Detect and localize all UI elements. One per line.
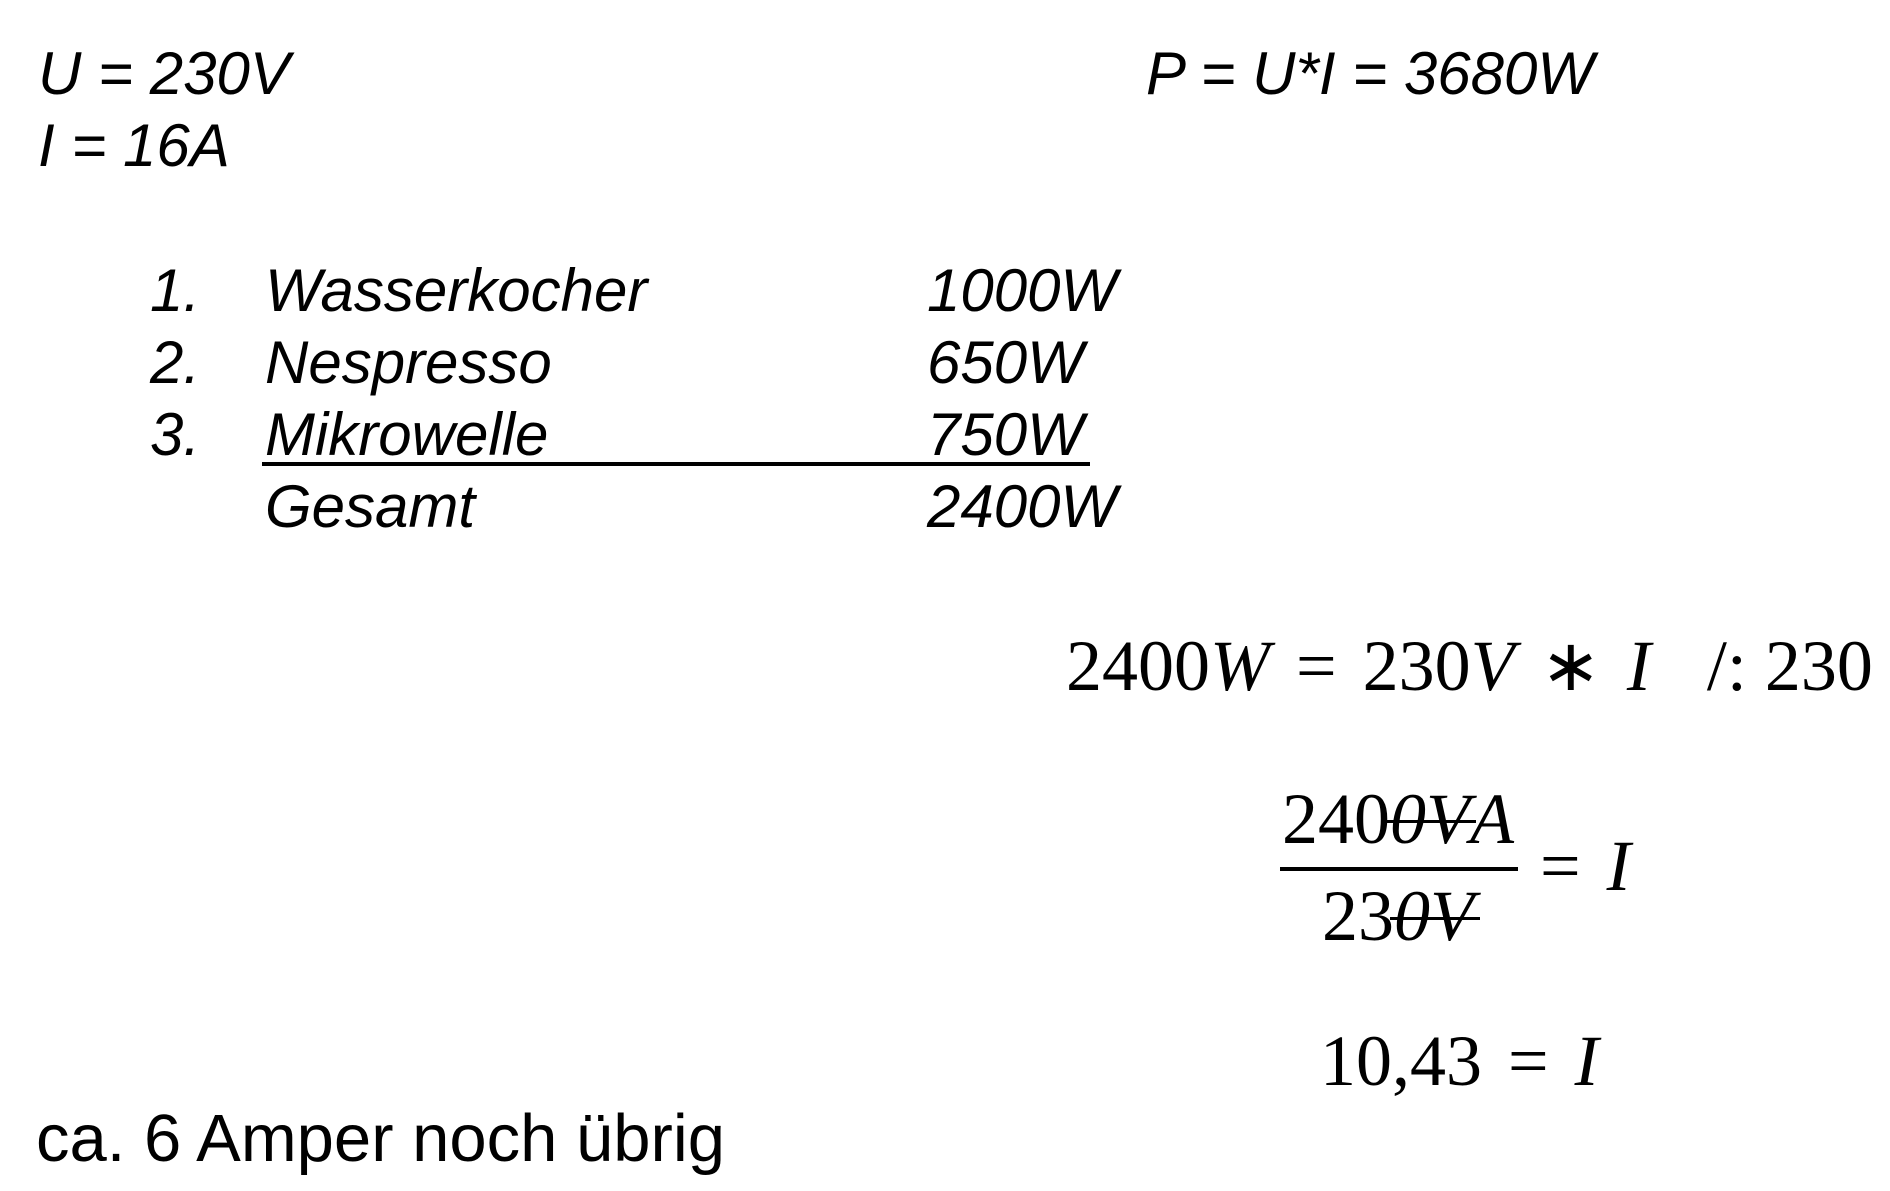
eq1-times: ∗ <box>1540 626 1601 706</box>
eq2-equals: = <box>1540 826 1581 906</box>
equation-result: 10,43 = I <box>1320 1025 1599 1097</box>
eq1-equals: = <box>1295 626 1337 706</box>
fraction-denominator: 230V <box>1322 876 1480 956</box>
total-power: 2400W <box>927 473 1118 540</box>
denominator-struck: 0V <box>1390 876 1480 956</box>
eq1-operation: /: 230 <box>1706 626 1873 706</box>
fraction-bar <box>1280 867 1518 871</box>
item-number: 1. <box>150 257 201 324</box>
eq1-lhs-unit: W <box>1210 626 1270 706</box>
power-formula: P = U*I = 3680W <box>1146 40 1595 107</box>
eq1-rhs-unit: V <box>1470 626 1515 706</box>
numerator-unit: A <box>1469 779 1514 859</box>
eq2-variable: I <box>1606 826 1631 906</box>
eq1-lhs-number: 2400 <box>1066 626 1210 706</box>
sum-line <box>262 462 1090 466</box>
eq1-rhs-number: 230 <box>1362 626 1471 706</box>
numerator-struck: 0V <box>1386 779 1476 859</box>
item-number: 2. <box>150 329 201 396</box>
eq3-variable: I <box>1574 1021 1599 1101</box>
voltage-given: U = 230V <box>38 40 290 107</box>
denominator-number: 23 <box>1322 876 1394 956</box>
current-given: I = 16A <box>38 112 230 179</box>
numerator-number: 240 <box>1282 779 1390 859</box>
appliance-power: 750W <box>927 401 1084 468</box>
eq3-equals: = <box>1508 1021 1549 1101</box>
eq1-variable: I <box>1626 626 1651 706</box>
appliance-name: Wasserkocher <box>265 257 648 324</box>
eq3-value: 10,43 <box>1320 1021 1482 1101</box>
total-label: Gesamt <box>265 473 476 540</box>
conclusion-text: ca. 6 Amper noch übrig <box>36 1101 726 1176</box>
appliance-power: 650W <box>927 329 1084 396</box>
equation-power-balance: 2400W = 230V ∗ I/: 230 <box>1066 630 1873 702</box>
appliance-power: 1000W <box>927 257 1118 324</box>
item-number: 3. <box>150 401 201 468</box>
appliance-name: Mikrowelle <box>265 401 549 468</box>
fraction-numerator: 2400VA <box>1282 783 1514 855</box>
appliance-name: Nespresso <box>265 329 552 396</box>
fraction-result: = I <box>1540 830 1631 902</box>
